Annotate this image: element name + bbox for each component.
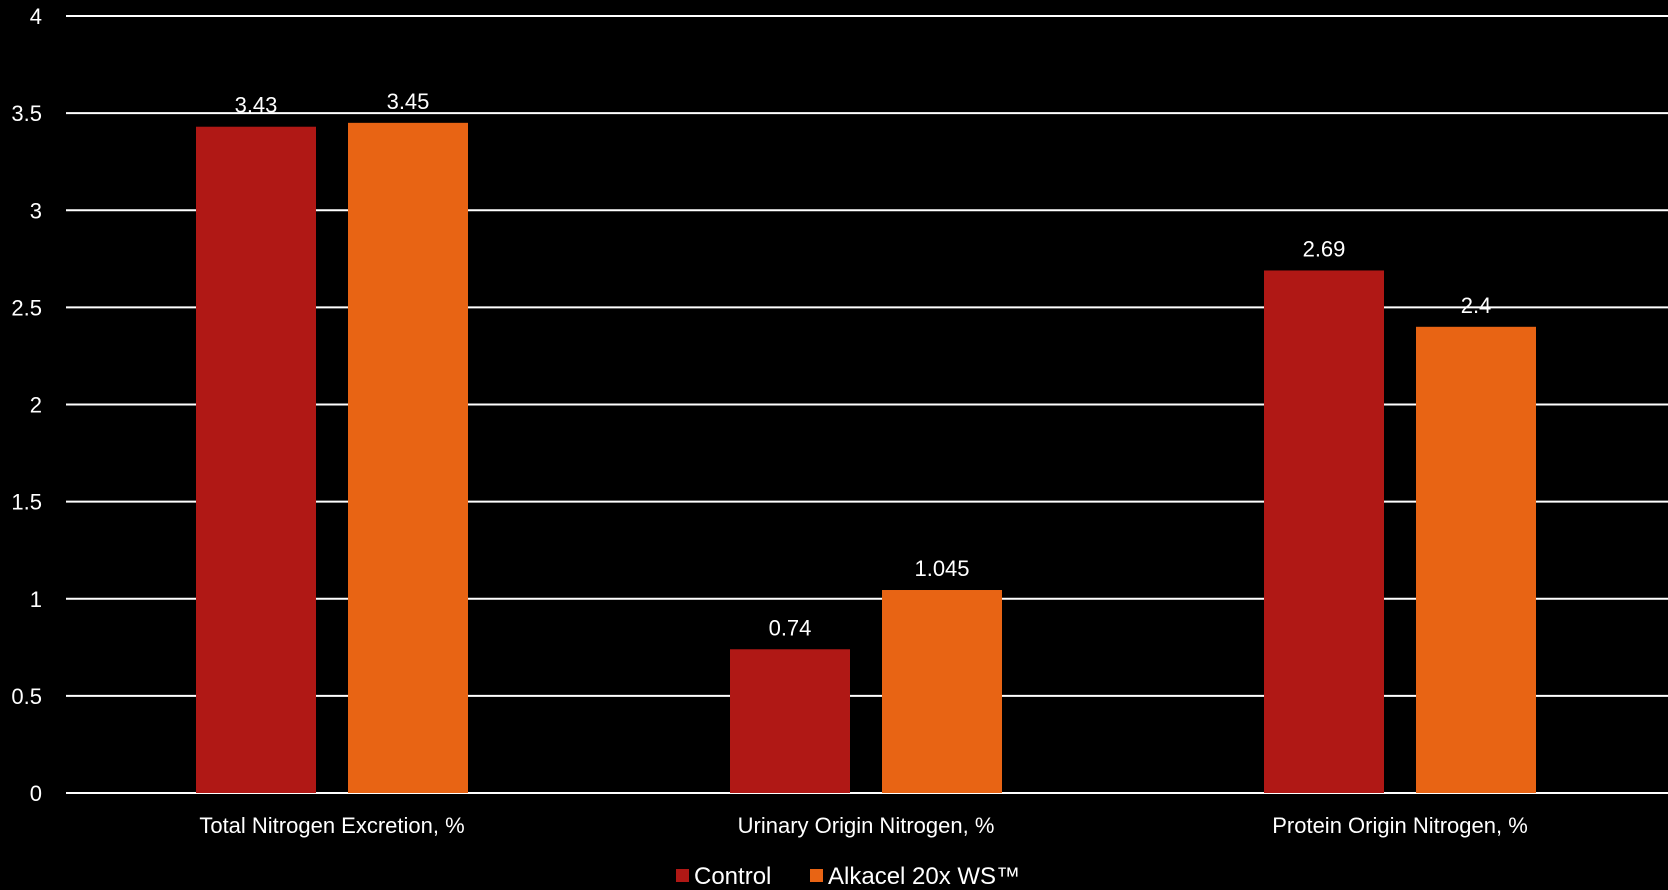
data-labels: 3.43 3.45 Total Nitrogen Excretion, % 0.74 1… <box>199 89 1527 838</box>
data-label: 0.74 <box>769 615 812 640</box>
y-tick-label: 1.5 <box>11 490 42 515</box>
legend-label-control: Control <box>694 863 771 890</box>
legend-label-alkacel: Alkacel 20x WS™ <box>828 863 1020 890</box>
legend-swatch-alkacel <box>810 869 823 882</box>
y-tick-label: 3.5 <box>11 101 42 126</box>
y-tick-label: 1 <box>30 587 42 612</box>
y-tick-label: 3 <box>30 198 42 223</box>
data-label: 3.43 <box>235 93 278 118</box>
bar-alkacel-2 <box>1416 326 1536 793</box>
y-tick-label: 2 <box>30 393 42 418</box>
data-label: 3.45 <box>387 89 430 114</box>
data-label: 2.4 <box>1461 293 1492 318</box>
y-tick-label: 4 <box>30 4 42 29</box>
bar-control-1 <box>730 649 850 793</box>
x-category-label: Urinary Origin Nitrogen, % <box>738 813 995 838</box>
bar-alkacel-0 <box>348 122 468 793</box>
legend: Control Alkacel 20x WS™ <box>676 863 1020 890</box>
data-label: 1.045 <box>914 556 969 581</box>
bar-alkacel-1 <box>882 590 1002 793</box>
legend-swatch-control <box>676 869 689 882</box>
bar-control-0 <box>196 126 316 793</box>
x-category-label: Total Nitrogen Excretion, % <box>199 813 464 838</box>
y-tick-label: 2.5 <box>11 295 42 320</box>
y-tick-label: 0 <box>30 781 42 806</box>
gridlines: 0 0.5 1 1.5 2 2.5 3 3.5 4 <box>11 4 1668 806</box>
y-tick-label: 0.5 <box>11 684 42 709</box>
bars <box>196 122 1536 793</box>
data-label: 2.69 <box>1303 236 1346 261</box>
x-category-label: Protein Origin Nitrogen, % <box>1272 813 1528 838</box>
bar-control-2 <box>1264 270 1384 793</box>
